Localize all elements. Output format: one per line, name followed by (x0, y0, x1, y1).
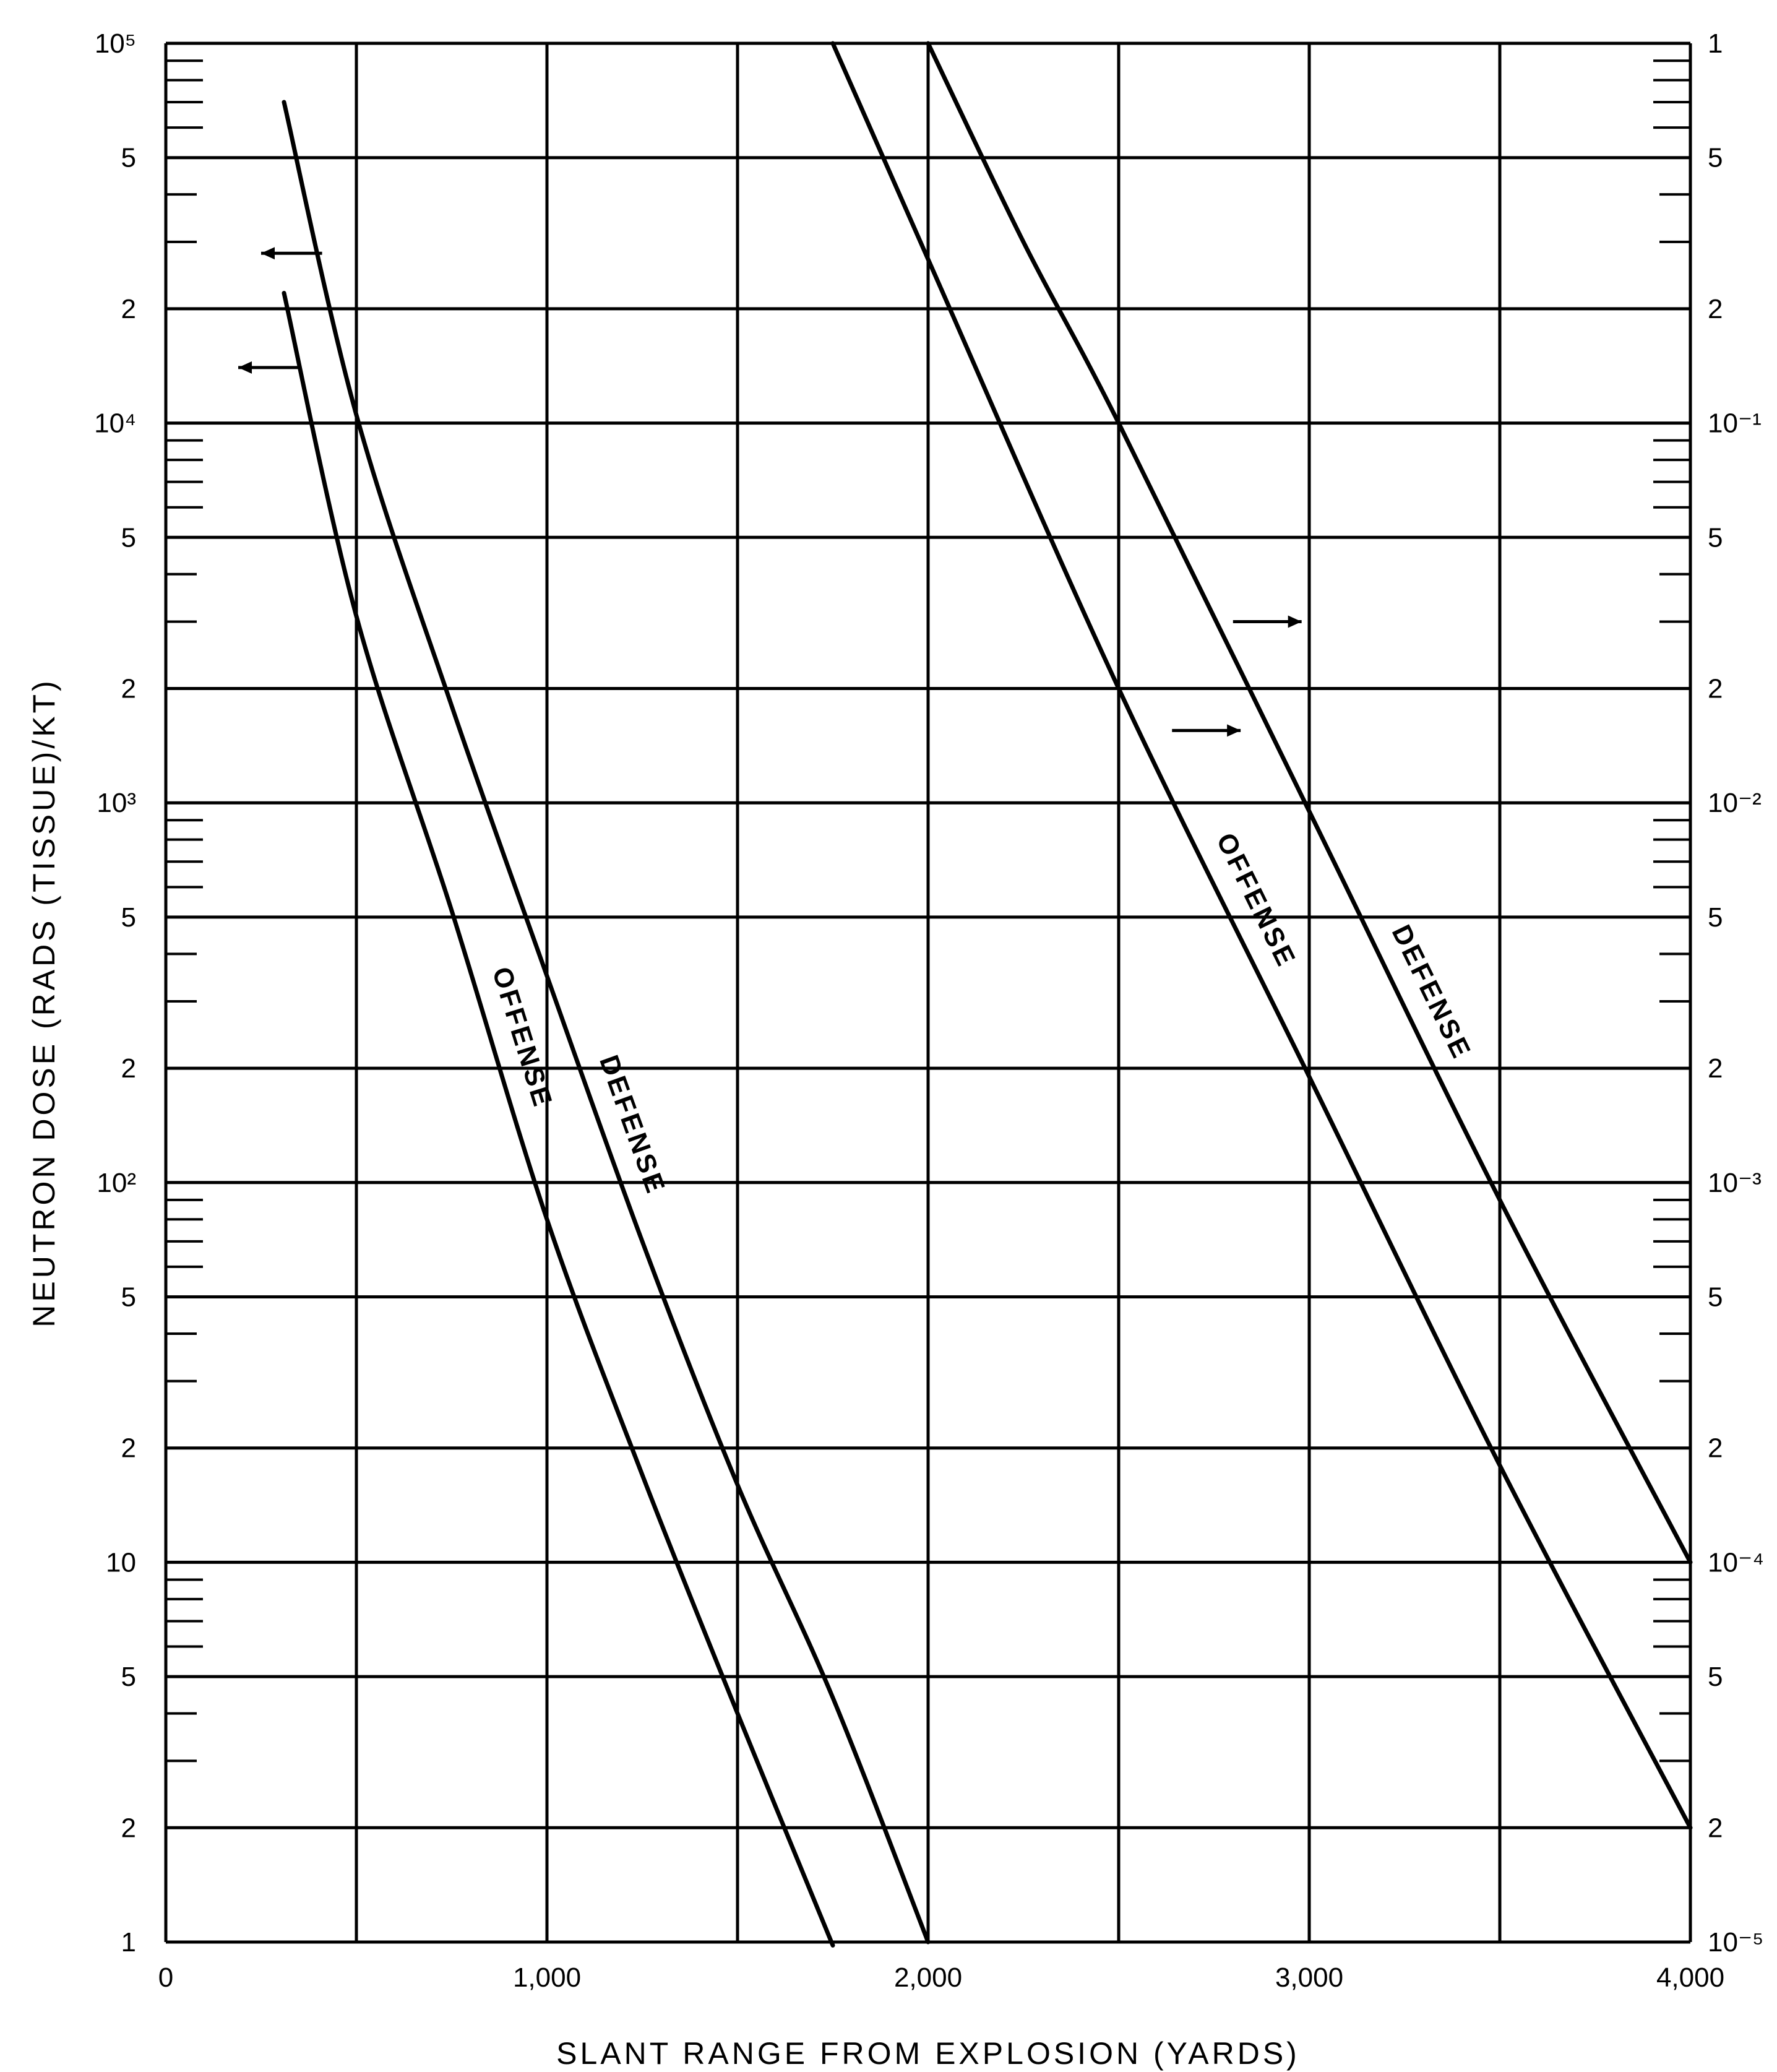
curve-label-defense: DEFENSE (593, 1051, 671, 1199)
x-tick-label: 0 (158, 1962, 173, 1993)
y2-tick-label: 5 (1708, 902, 1723, 933)
y2-tick-label: 10⁻² (1708, 788, 1762, 818)
y-tick-label: 5 (121, 902, 136, 933)
y-tick-label: 10 (106, 1547, 136, 1578)
y-tick-label: 10² (97, 1168, 136, 1198)
x-tick-label: 3,000 (1275, 1962, 1343, 1993)
y2-tick-label: 10⁻¹ (1708, 408, 1762, 439)
series-line-0 (282, 291, 835, 1948)
x-axis-title: SLANT RANGE FROM EXPLOSION (YARDS) (556, 2036, 1300, 2071)
y2-tick-labels: 10⁻⁵ 2 5 10⁻⁴ 2 5 10⁻³ 2 5 10⁻² 2 5 10⁻¹ 2 5 1 (1708, 28, 1764, 1958)
x-tick-label: 1,000 (513, 1962, 581, 1993)
left-axis-arrow-head (261, 247, 275, 260)
axis-arrows (238, 247, 1302, 737)
y2-tick-label: 2 (1708, 1053, 1723, 1084)
curve-label-offense: OFFENSE (1210, 828, 1302, 972)
x-tick-label: 2,000 (894, 1962, 962, 1993)
y2-tick-label: 10⁻⁵ (1708, 1927, 1763, 1958)
y-tick-label: 10³ (97, 788, 136, 818)
y2-tick-label: 5 (1708, 522, 1723, 553)
y-tick-label: 2 (121, 1053, 136, 1084)
y2-tick-label: 2 (1708, 1433, 1723, 1464)
series-line-3 (926, 41, 1693, 1565)
y2-tick-label: 2 (1708, 1813, 1723, 1843)
y-tick-label: 2 (121, 1433, 136, 1464)
y-tick-label: 5 (121, 143, 136, 173)
y-tick-labels: 1 2 5 10 2 5 10² 2 5 10³ 2 5 10⁴ 2 5 10⁵ (94, 28, 136, 1958)
y2-tick-label: 10⁻³ (1708, 1168, 1762, 1198)
y-tick-label: 5 (121, 1662, 136, 1692)
y2-tick-label: 5 (1708, 143, 1723, 173)
y2-tick-label: 2 (1708, 673, 1723, 704)
y2-tick-label: 1 (1708, 28, 1723, 59)
series-line-2 (830, 41, 1693, 1830)
right-axis-arrow-head (1227, 724, 1241, 737)
x-tick-label: 4,000 (1656, 1962, 1724, 1993)
minor-ticks (166, 59, 1690, 1763)
left-axis-arrow-head (238, 361, 252, 374)
y-tick-label: 10⁴ (94, 408, 136, 439)
right-axis-arrow-head (1288, 615, 1302, 628)
y2-tick-label: 10⁻⁴ (1708, 1547, 1764, 1578)
y2-tick-label: 5 (1708, 1662, 1723, 1692)
grid (164, 41, 1692, 1944)
y2-tick-label: 2 (1708, 294, 1723, 324)
series-line-1 (282, 100, 931, 1945)
curves (282, 41, 1693, 1948)
y-tick-label: 2 (121, 1813, 136, 1843)
y-tick-label: 5 (121, 522, 136, 553)
y-axis-title: NEUTRON DOSE (RADS (TISSUE)/KT) (27, 678, 61, 1327)
y-tick-label: 10⁵ (95, 28, 136, 59)
y-tick-label: 5 (121, 1282, 136, 1313)
y-tick-label: 2 (121, 294, 136, 324)
y-tick-label: 1 (121, 1927, 136, 1958)
y2-tick-label: 5 (1708, 1282, 1723, 1313)
y-tick-label: 2 (121, 673, 136, 704)
x-tick-labels: 0 1,000 2,000 3,000 4,000 (158, 1962, 1724, 1993)
